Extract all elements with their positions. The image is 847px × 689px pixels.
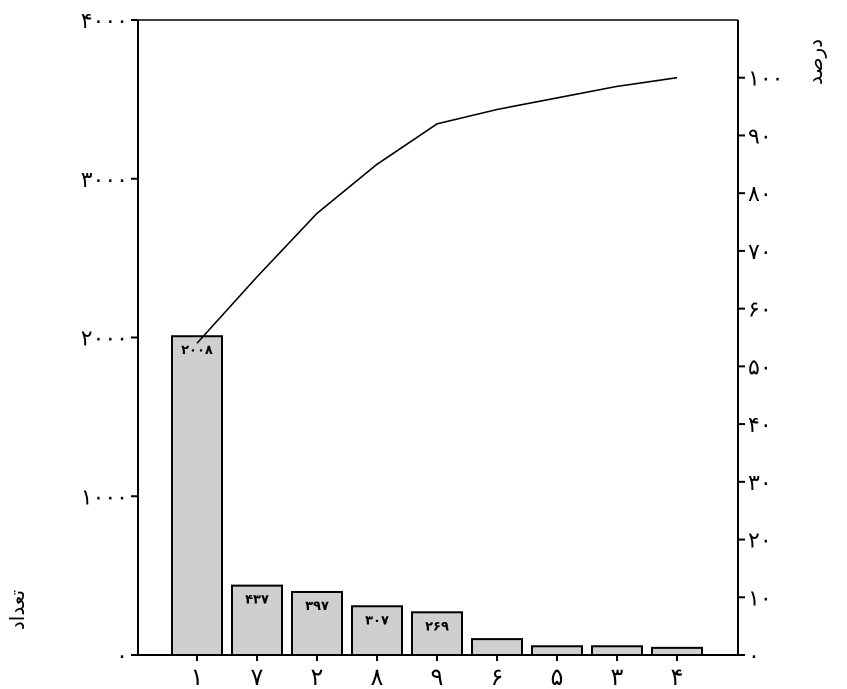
x-tick-label: ۸ [371,663,384,689]
left-y-tick-label: ۱۰۰۰ [81,485,128,510]
right-y-tick-label: ۷۰ [748,240,772,265]
left-y-ticks: ۰ ۱۰۰۰ ۲۰۰۰ ۳۰۰۰ ۴۰۰۰ [81,9,138,669]
left-y-tick-label: ۳۰۰۰ [81,168,128,193]
x-tick-label: ۲ [311,663,324,689]
x-tick-label: ۴ [671,663,684,689]
x-tick-label: ۶ [491,663,504,689]
bar-value-label: ۲۶۹ [425,619,449,634]
bar-value-label: ۴۳۷ [245,593,269,608]
right-y-tick-label: ۰ [748,644,760,669]
right-y-tick-label: ۶۰ [748,298,772,323]
bar-value-label: ۲۰۰۸ [181,343,213,358]
right-y-tick-label: ۹۰ [748,124,772,149]
x-tick-label: ۷ [251,663,264,689]
x-tick-label: ۳ [611,663,624,689]
left-axis-title: تعداد [5,590,29,630]
right-y-tick-label: ۸۰ [748,182,772,207]
bar-value-label: ۳۹۷ [305,599,329,614]
bars-group [171,335,703,657]
bar-value-label: ۳۰۷ [365,613,389,628]
x-tick-label: ۵ [551,663,564,689]
bar [651,646,703,657]
right-y-tick-label: ۳۰ [748,471,772,496]
bar [231,584,283,656]
bar [411,611,463,657]
x-tick-label: ۱ [191,663,204,689]
axes-group [137,19,739,656]
right-y-tick-label: ۱۰۰ [748,67,783,92]
right-y-ticks: ۰ ۱۰ ۲۰ ۳۰ ۴۰ ۵۰ ۶۰ ۷۰ ۸۰ ۹۰ ۱۰۰ [738,67,783,669]
bar [291,590,343,657]
right-y-tick-label: ۲۰ [748,529,772,554]
bar [171,335,223,656]
cumulative-line [196,76,678,344]
bar [531,645,583,656]
bar [471,638,523,656]
left-y-tick-label: ۰ [116,644,128,669]
bar [351,605,403,656]
left-y-tick-label: ۴۰۰۰ [81,9,128,34]
left-y-tick-label: ۲۰۰۰ [81,327,128,352]
right-y-tick-label: ۱۰ [748,586,772,611]
right-y-tick-label: ۵۰ [748,355,772,380]
bar-labels-group: ۲۰۰۸ ۴۳۷ ۳۹۷ ۳۰۷ ۲۶۹ [181,343,449,634]
bar [591,645,643,656]
right-y-tick-label: ۴۰ [748,413,772,438]
x-tick-label: ۹ [431,663,444,689]
x-ticks-group: ۱ ۷ ۲ ۸ ۹ ۶ ۵ ۳ ۴ [191,655,684,689]
right-axis-title: درصد [803,39,827,85]
